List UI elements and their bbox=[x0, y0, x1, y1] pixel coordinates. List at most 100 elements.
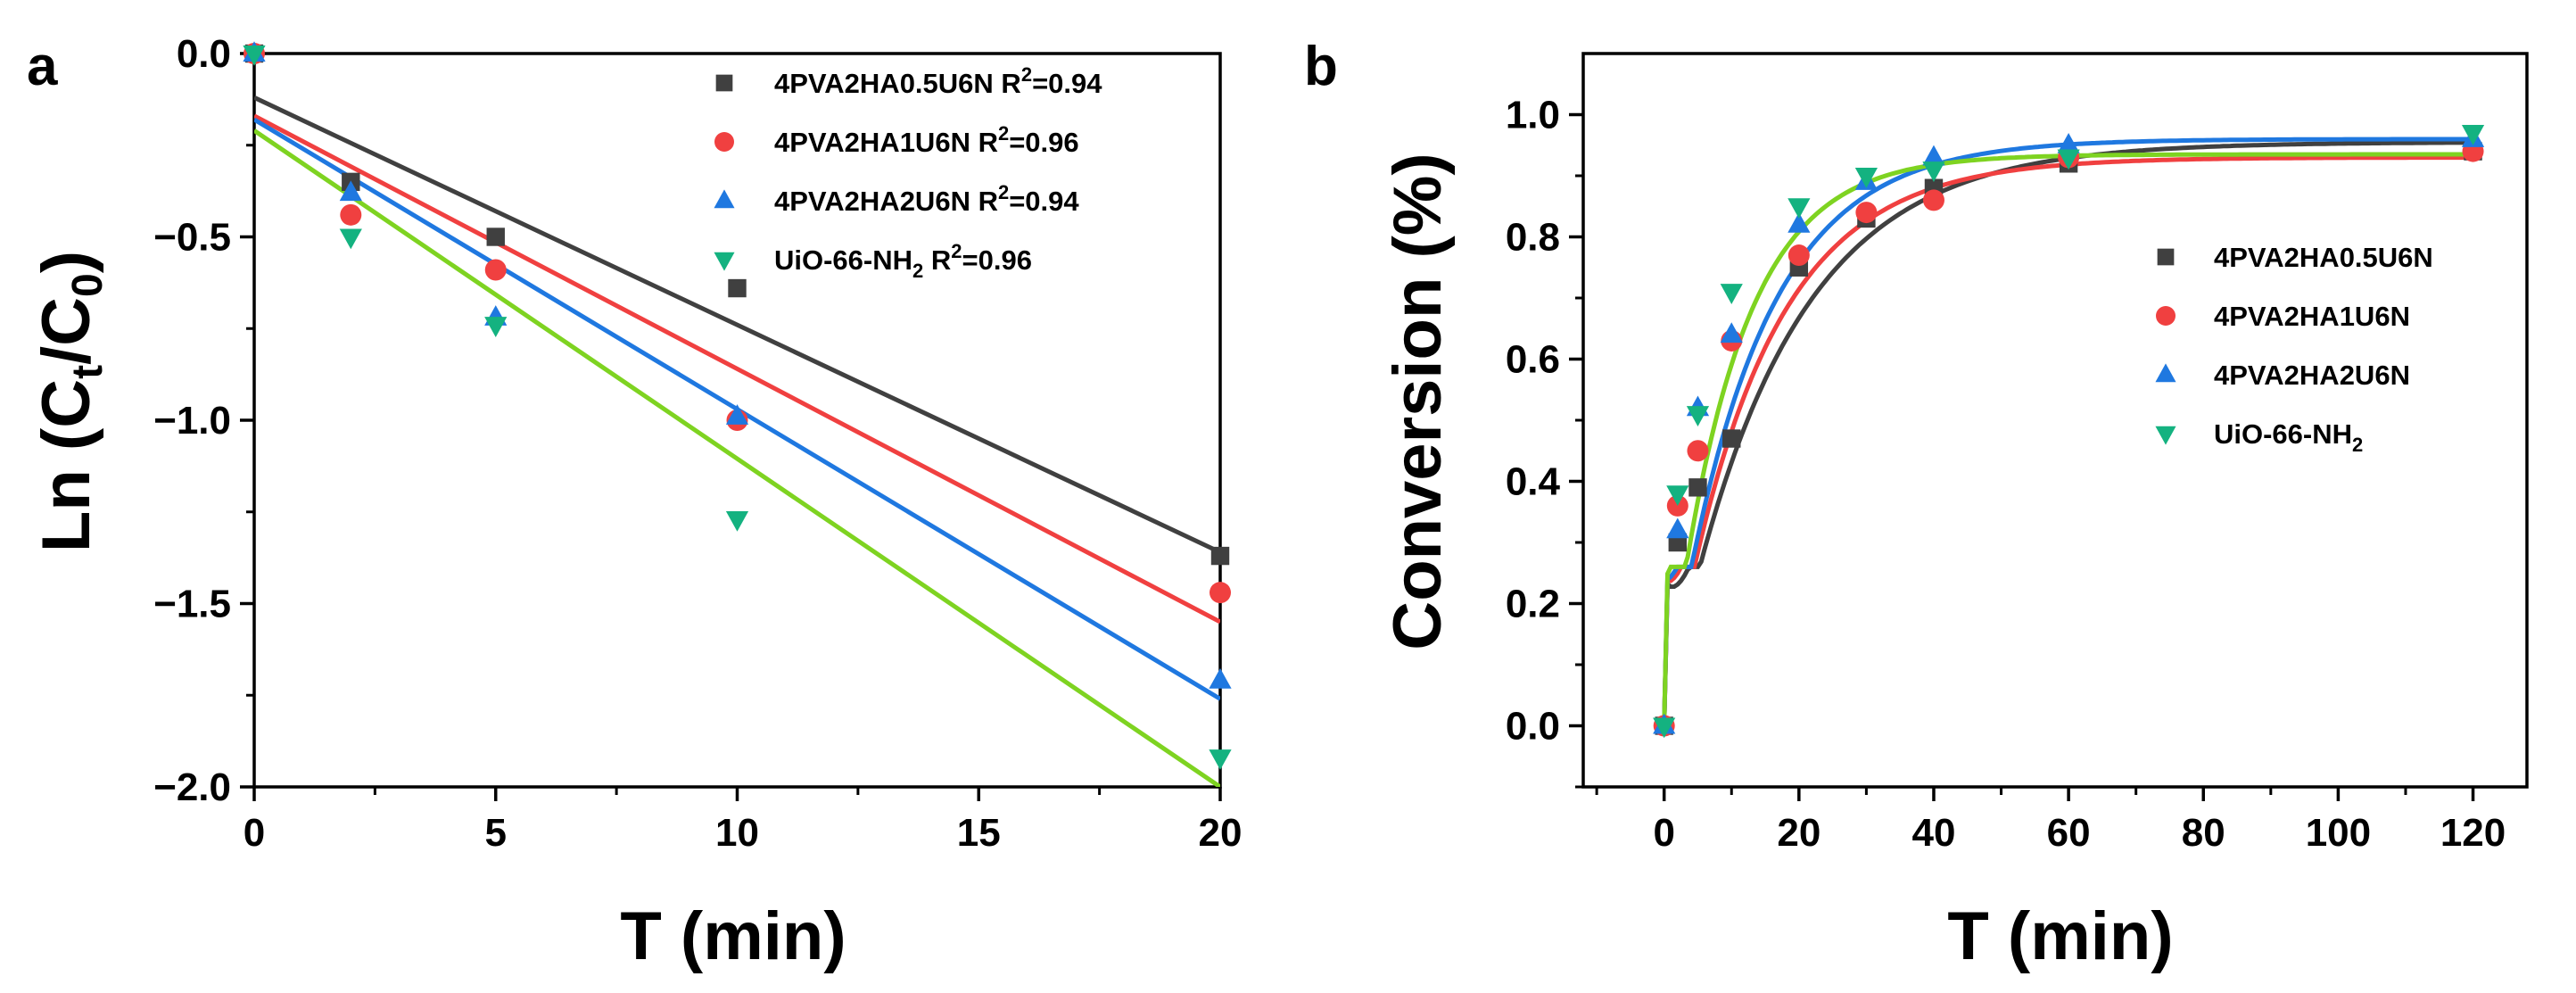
fit-line-a-4pva2ha0-5u6n bbox=[254, 95, 1220, 555]
panel-label-b: b bbox=[1304, 36, 1338, 97]
series-b-uio-66-nh bbox=[1653, 125, 2485, 739]
chart-b: b 0 20 40 60 80 100 120 0.0 0.2 0.4 0.6 0.8 1.0 T (m… bbox=[1304, 36, 2529, 974]
legend-label-a-4pva2ha1u6n: 4PVA2HA1U6N R2=0.96 bbox=[774, 122, 1079, 158]
legend-label-a-4pva2ha0-5u6n: 4PVA2HA0.5U6N R2=0.94 bbox=[774, 63, 1102, 99]
data-point-b-uio-66-nh-8 bbox=[2461, 125, 2485, 145]
series-a-4pva2ha2u6n bbox=[243, 41, 1232, 689]
data-point-a-uio-66-nh-2 bbox=[484, 317, 508, 337]
x-tick-label-b: 100 bbox=[2306, 811, 2371, 855]
fit-line-a-uio-66-nh bbox=[254, 128, 1220, 787]
data-point-b-4pva2ha1u6n-6 bbox=[1922, 189, 1944, 211]
series-a-uio-66-nh bbox=[243, 46, 1232, 770]
y-tick-label-b: 0.0 bbox=[1506, 705, 1560, 749]
plot-area-b: 0 20 40 60 80 100 120 0.0 0.2 0.4 0.6 0.8 1.0 bbox=[1506, 52, 2529, 855]
legend-r2-value-a: =0.94 bbox=[1009, 186, 1079, 217]
legend-r-exp-a: 2 bbox=[1021, 63, 1032, 86]
y-tick-label-a: 0.0 bbox=[177, 32, 231, 76]
legend-marker-a-4pva2ha0-5u6n bbox=[715, 74, 733, 92]
x-axis-label-b: T (min) bbox=[1947, 898, 2173, 974]
data-point-a-4pva2ha1u6n-4 bbox=[1210, 582, 1231, 604]
y-tick-label-a: −2.0 bbox=[153, 765, 231, 809]
legend-r-exp-a: 2 bbox=[951, 240, 962, 262]
data-point-b-4pva2ha0-5u6n-3 bbox=[1722, 429, 1741, 448]
legend-r2-value-a: =0.94 bbox=[1032, 68, 1102, 99]
x-tick-label-b: 40 bbox=[1911, 811, 1955, 855]
data-point-b-uio-66-nh-6 bbox=[1922, 161, 1945, 182]
chart-a: a 0 5 10 15 200.0−0.5−1.0−1.5−2.0 T (min) Ln… bbox=[27, 32, 1242, 974]
legend-marker-b-uio-66-nh bbox=[2155, 426, 2176, 445]
data-point-b-4pva2ha1u6n-5 bbox=[1855, 202, 1878, 224]
x-tick-label-a: 0 bbox=[244, 811, 265, 855]
data-point-b-uio-66-nh-4 bbox=[1788, 198, 1811, 219]
data-point-a-4pva2ha2u6n-4 bbox=[1209, 668, 1232, 689]
legend-marker-a-uio-66-nh bbox=[714, 252, 735, 271]
x-axis-label-a: T (min) bbox=[620, 898, 846, 974]
legend-r-a: R bbox=[994, 68, 1021, 99]
data-point-b-4pva2ha2u6n-3 bbox=[1720, 322, 1743, 343]
y-tick-label-b: 0.6 bbox=[1506, 338, 1560, 382]
data-point-b-uio-66-nh-1 bbox=[1666, 485, 1689, 506]
data-point-a-4pva2ha1u6n-2 bbox=[484, 259, 507, 281]
legend-label-b-4pva2ha1u6n: 4PVA2HA1U6N bbox=[2214, 301, 2410, 332]
data-point-b-4pva2ha2u6n-1 bbox=[1666, 517, 1689, 539]
y-label-a-sub-0: 0 bbox=[64, 273, 111, 297]
y-tick-label-b: 1.0 bbox=[1506, 94, 1560, 137]
y-tick-label-a: −0.5 bbox=[153, 216, 231, 260]
data-point-a-uio-66-nh-4 bbox=[1209, 749, 1232, 770]
legend-marker-b-4pva2ha0-5u6n bbox=[2157, 248, 2175, 266]
legend-name-a: 4PVA2HA1U6N bbox=[774, 127, 970, 158]
legend-r-exp-a: 2 bbox=[998, 122, 1009, 145]
data-point-b-4pva2ha0-5u6n-2 bbox=[1688, 478, 1707, 497]
y-axis-label-b: Conversion (%) bbox=[1380, 153, 1456, 650]
data-point-b-uio-66-nh-5 bbox=[1854, 168, 1878, 188]
panel-label-a: a bbox=[27, 36, 58, 97]
data-point-b-uio-66-nh-3 bbox=[1720, 284, 1743, 304]
y-tick-label-a: −1.5 bbox=[153, 583, 231, 626]
data-point-a-uio-66-nh-0 bbox=[243, 46, 266, 66]
legend-name-a: UiO-66-NH bbox=[774, 244, 912, 276]
legend-name-a: 4PVA2HA2U6N bbox=[774, 186, 970, 217]
y-tick-label-b: 0.4 bbox=[1506, 460, 1561, 504]
y-tick-label-b: 0.8 bbox=[1506, 216, 1560, 260]
data-point-a-4pva2ha2u6n-3 bbox=[725, 404, 749, 425]
legend-marker-b-4pva2ha1u6n bbox=[2156, 306, 2176, 326]
legend-label-a-uio-66-nh: UiO-66-NH2 R2=0.96 bbox=[774, 240, 1032, 282]
x-tick-label-a: 5 bbox=[485, 811, 507, 855]
x-tick-label-b: 60 bbox=[2047, 811, 2091, 855]
data-point-a-uio-66-nh-1 bbox=[339, 228, 362, 250]
legend-marker-b-4pva2ha2u6n bbox=[2155, 363, 2176, 383]
data-point-a-uio-66-nh-3 bbox=[725, 510, 749, 532]
data-point-a-4pva2ha0-5u6n-4 bbox=[1210, 546, 1230, 566]
data-point-a-4pva2ha0-5u6n-2 bbox=[486, 228, 505, 246]
y-label-a-part3: ) bbox=[29, 251, 104, 273]
y-label-a-part1: Ln (C bbox=[29, 379, 104, 552]
plot-area-a: 0 5 10 15 20 0.0 −0.5 −1.0 −1.5 −2.0 bbox=[153, 32, 1242, 855]
data-point-b-4pva2ha2u6n-4 bbox=[1788, 212, 1811, 233]
legend-r2-value-a: =0.96 bbox=[1009, 127, 1078, 158]
legend-sub-b: 2 bbox=[2352, 434, 2363, 456]
legend-label-a-4pva2ha2u6n: 4PVA2HA2U6N R2=0.94 bbox=[774, 181, 1079, 217]
data-point-b-uio-66-nh-2 bbox=[1686, 406, 1710, 426]
x-tick-label-a: 10 bbox=[715, 811, 759, 855]
legend-r-a: R bbox=[923, 244, 951, 276]
data-point-b-4pva2ha1u6n-4 bbox=[1788, 244, 1810, 267]
data-point-a-4pva2ha2u6n-1 bbox=[339, 180, 362, 202]
legend-b: 4PVA2HA0.5U6N 4PVA2HA1U6N 4PVA2HA2U6N UiO-6… bbox=[2155, 242, 2433, 456]
x-tick-label-b: 80 bbox=[2182, 811, 2225, 855]
legend-sub-a: 2 bbox=[912, 260, 923, 282]
fit-line-a-4pva2ha1u6n bbox=[254, 113, 1220, 625]
legend-name-b: 4PVA2HA1U6N bbox=[2214, 301, 2410, 332]
legend-marker-a-4pva2ha1u6n bbox=[714, 132, 734, 152]
x-tick-label-b: 20 bbox=[1777, 811, 1821, 855]
legend-label-b-4pva2ha2u6n: 4PVA2HA2U6N bbox=[2214, 360, 2410, 391]
legend-name-b: 4PVA2HA2U6N bbox=[2214, 360, 2410, 391]
legend-name-b: 4PVA2HA0.5U6N bbox=[2214, 242, 2433, 273]
y-label-a-part2: /C bbox=[29, 297, 104, 365]
data-point-b-4pva2ha1u6n-2 bbox=[1687, 440, 1709, 462]
legend-label-b-uio-66-nh: UiO-66-NH2 bbox=[2214, 418, 2363, 456]
x-tick-label-a: 20 bbox=[1199, 811, 1243, 855]
y-axis-label-a: Ln (Ct/C0) bbox=[29, 251, 111, 552]
data-point-b-uio-66-nh-0 bbox=[1653, 717, 1676, 739]
